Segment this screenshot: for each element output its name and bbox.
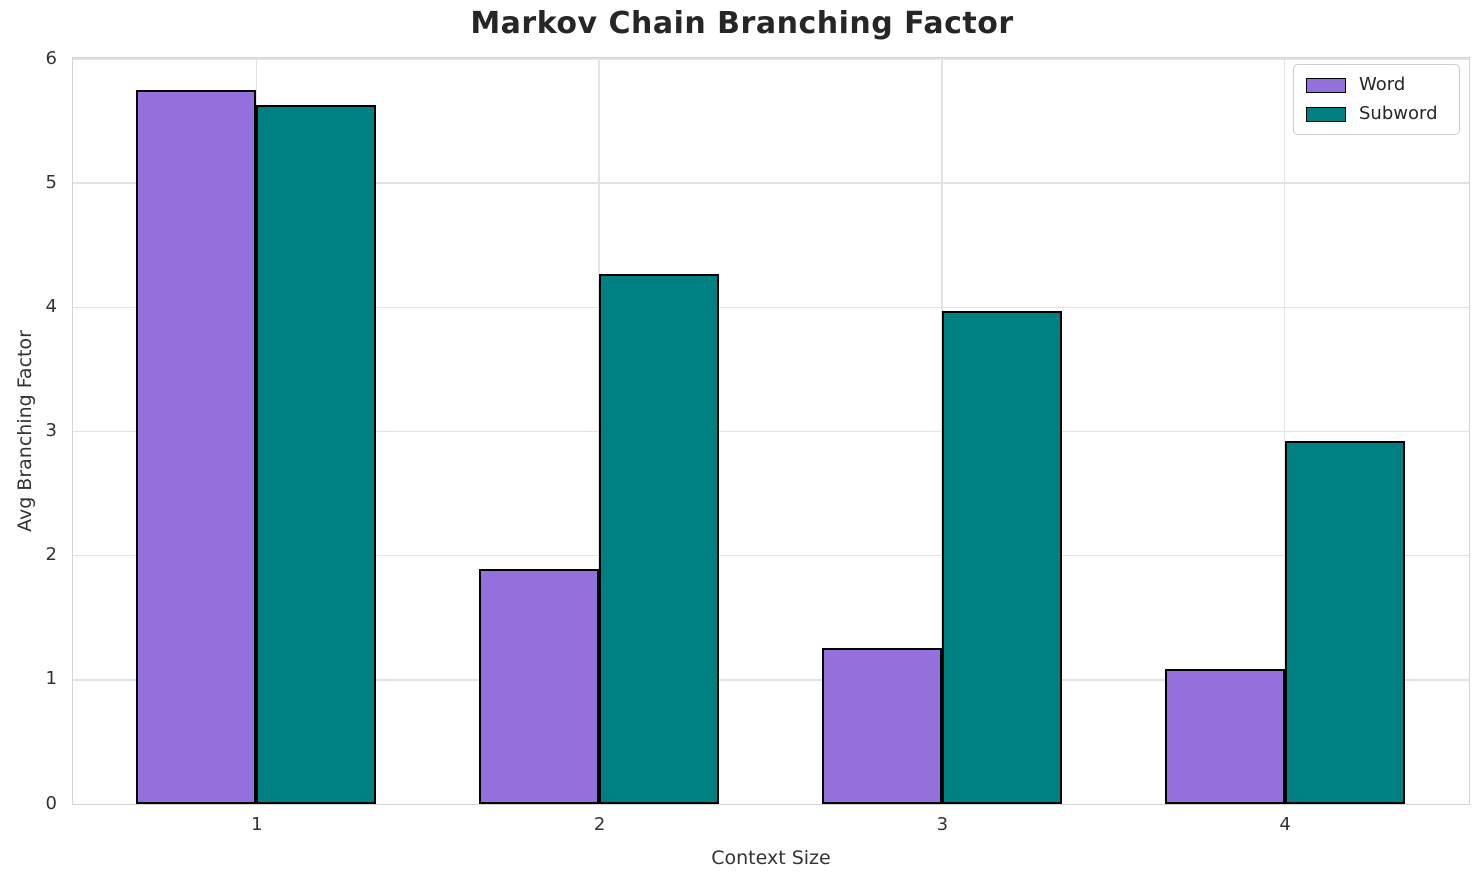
y-tick-label-3: 3 [45, 420, 57, 441]
legend-item-subword: Subword [1306, 103, 1447, 125]
y-gridline-2 [73, 554, 1469, 557]
bar-word-4 [1164, 668, 1285, 804]
y-tick-label-5: 5 [45, 171, 57, 193]
x-tick-label-4: 4 [1279, 814, 1291, 835]
y-gridline-3 [73, 430, 1469, 433]
bar-subword-4 [1284, 441, 1405, 804]
x-tick-label-1: 1 [251, 814, 263, 835]
bar-subword-1 [256, 104, 377, 804]
legend: Word Subword [1293, 64, 1460, 135]
y-tick-label-0: 0 [45, 792, 57, 814]
plot-area [72, 57, 1470, 805]
y-tick-label-4: 4 [45, 295, 57, 317]
legend-label-subword: Subword [1359, 103, 1438, 124]
bar-subword-3 [941, 311, 1062, 804]
y-gridline-4 [73, 306, 1469, 309]
legend-item-word: Word [1306, 74, 1447, 96]
bar-word-1 [136, 90, 257, 804]
y-tick-label-2: 2 [45, 544, 57, 566]
y-gridline-1 [73, 679, 1469, 681]
legend-swatch-word [1306, 77, 1346, 93]
chart-title: Markov Chain Branching Factor [470, 6, 1014, 41]
x-axis-label: Context Size [711, 847, 831, 869]
x-tick-label-3: 3 [936, 814, 949, 835]
x-gridline-4 [1283, 58, 1286, 804]
x-tick-label-2: 2 [593, 814, 606, 835]
y-gridline-6 [73, 58, 1469, 60]
y-tick-label-6: 6 [45, 47, 57, 69]
y-tick-label-1: 1 [45, 668, 57, 690]
legend-swatch-subword [1306, 106, 1346, 122]
bar-subword-2 [599, 273, 720, 804]
bar-word-3 [821, 647, 942, 804]
bar-word-2 [479, 569, 600, 804]
y-gridline-5 [73, 182, 1469, 184]
legend-label-word: Word [1359, 74, 1406, 95]
